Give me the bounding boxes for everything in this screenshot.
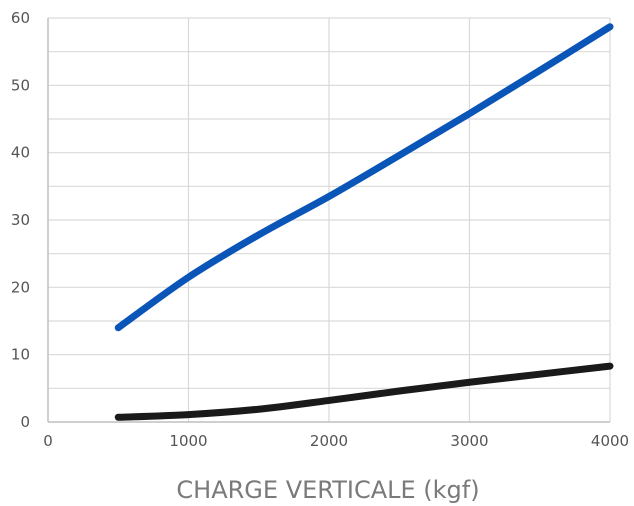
y-tick-label: 20: [11, 278, 30, 296]
y-tick-label: 50: [11, 76, 30, 94]
x-tick-label: 2000: [310, 432, 348, 450]
x-tick-label: 4000: [591, 432, 629, 450]
x-tick-label: 0: [43, 432, 53, 450]
x-axis-label: CHARGE VERTICALE (kgf): [176, 476, 479, 504]
tick-labels: 0 10 20 30 40 50 60 0 1000 2000 3000 4000: [11, 9, 629, 450]
x-tick-label: 3000: [450, 432, 488, 450]
y-tick-label: 30: [11, 211, 30, 229]
series-line-blue: [114, 23, 614, 332]
y-tick-label: 10: [11, 346, 30, 364]
series-lines: [114, 23, 614, 421]
x-tick-label: 1000: [169, 432, 207, 450]
y-tick-label: 40: [11, 144, 30, 162]
series-line-black: [114, 362, 614, 421]
grid-lines: [48, 17, 611, 422]
axes: [47, 18, 610, 423]
y-tick-label: 60: [11, 9, 30, 27]
y-tick-label: 0: [20, 413, 30, 431]
